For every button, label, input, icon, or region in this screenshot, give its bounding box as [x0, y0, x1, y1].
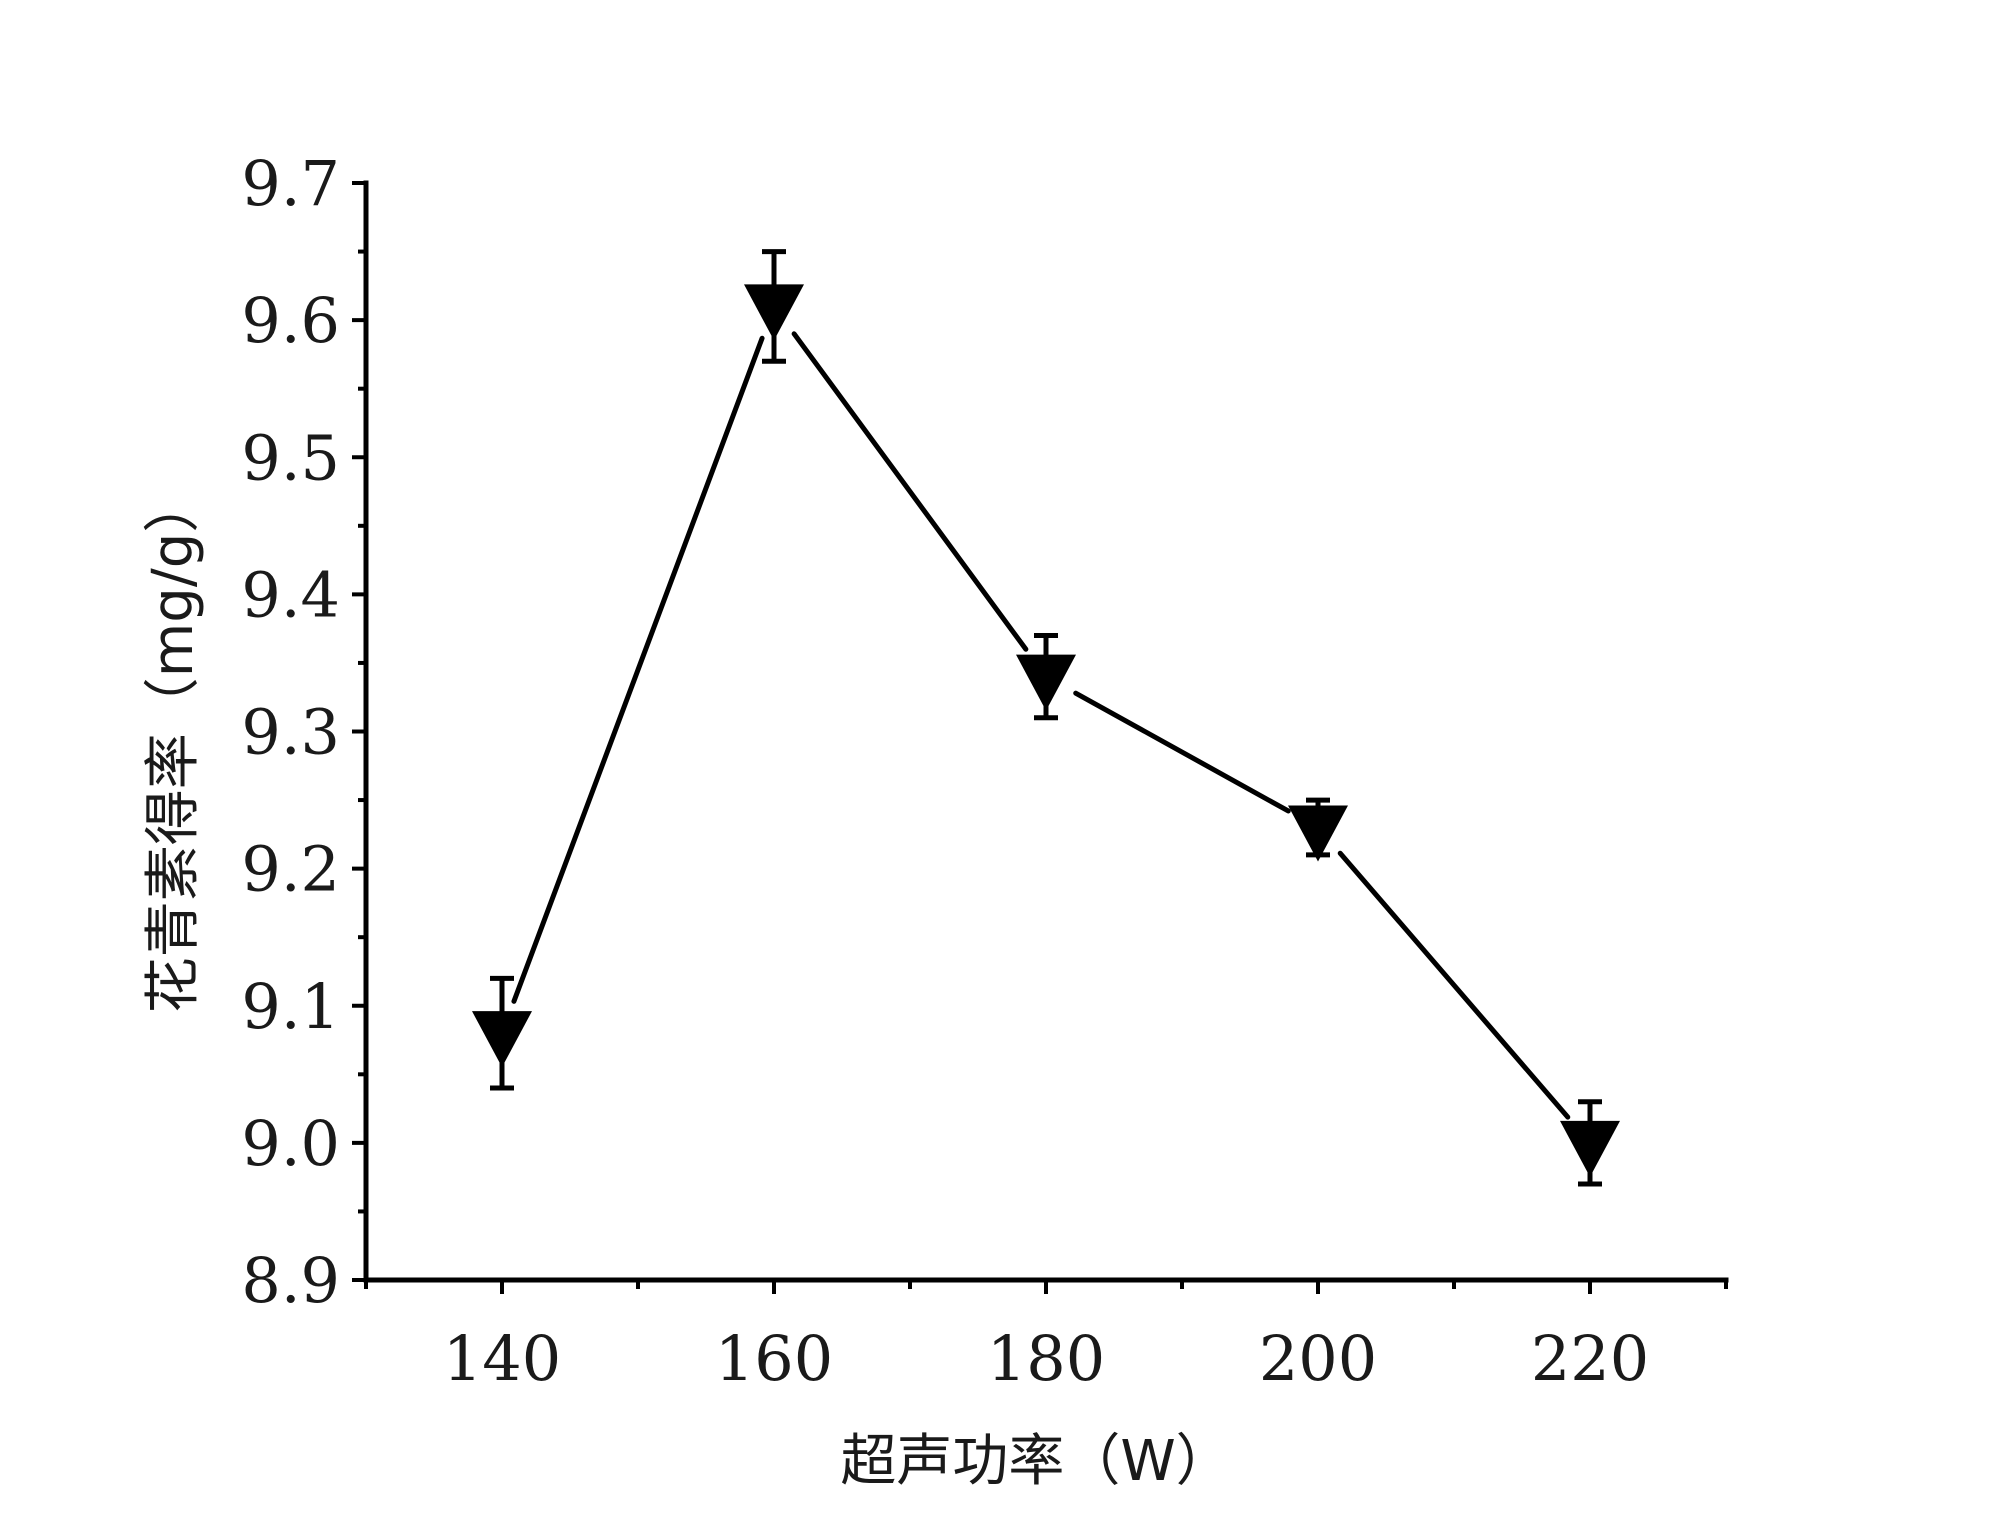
- y-tick-label: 8.9: [241, 1244, 340, 1317]
- x-tick-label: 160: [715, 1322, 833, 1395]
- series-line-segment: [1073, 690, 1291, 814]
- series-line-segment: [1337, 850, 1571, 1120]
- y-tick-label: 9.3: [241, 696, 340, 769]
- tick-labels: 8.9 9.0 9.1 9.2 9.3 9.4 9.5 9.6 9.7 140 160 180 200 2…: [241, 147, 1649, 1395]
- y-tick-label: 9.5: [241, 421, 340, 494]
- x-tick-label: 200: [1259, 1322, 1377, 1395]
- series-line-segment: [511, 335, 765, 1004]
- x-tick-label: 220: [1531, 1322, 1649, 1395]
- data-point-marker: [1016, 654, 1076, 711]
- x-tick-label: 140: [443, 1322, 561, 1395]
- data-point-marker: [1288, 805, 1348, 862]
- y-tick-label: 9.0: [241, 1107, 340, 1180]
- series-line-segment: [791, 331, 1029, 652]
- x-tick-label: 180: [987, 1322, 1105, 1395]
- data-point-marker: [744, 284, 804, 341]
- y-tick-label: 9.4: [241, 558, 340, 631]
- y-tick-label: 9.6: [241, 284, 340, 357]
- data-point-marker: [1560, 1120, 1620, 1177]
- data-point-marker: [472, 1011, 532, 1068]
- y-tick-label: 9.1: [241, 970, 340, 1043]
- axes: [352, 180, 1729, 1294]
- x-axis-title: 超声功率（W）: [840, 1429, 1231, 1494]
- series-group: [472, 249, 1620, 1187]
- y-tick-label: 9.2: [241, 833, 340, 906]
- y-axis-title: 花青素得率（mg/g）: [141, 477, 206, 1014]
- y-tick-label: 9.7: [241, 147, 340, 220]
